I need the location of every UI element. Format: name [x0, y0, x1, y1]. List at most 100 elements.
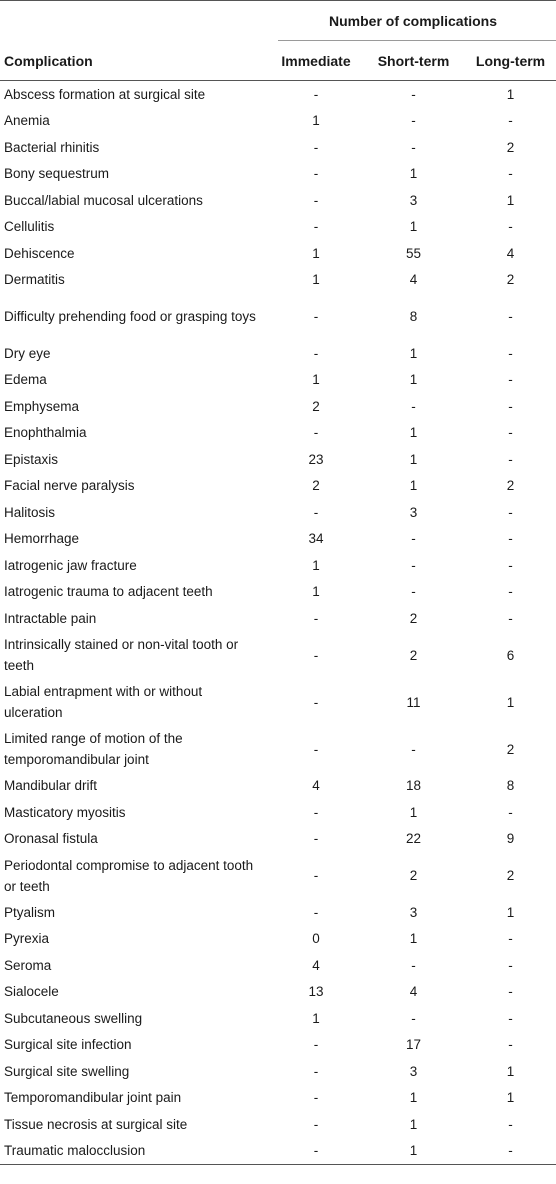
immediate-count-cell: -	[313, 831, 319, 847]
short-term-count-cell: -	[411, 741, 416, 757]
complication-name-cell: Seroma	[4, 957, 52, 973]
complication-name-cell: Epistaxis	[4, 451, 59, 467]
immediate-count-cell: -	[313, 694, 319, 710]
long-term-count-cell: -	[508, 345, 513, 361]
column-header-complication: Complication	[0, 41, 270, 81]
table-row: Surgical site infection - 17 -	[0, 1032, 556, 1059]
short-term-count-cell: 2	[409, 647, 418, 663]
short-term-count-cell: 3	[409, 192, 418, 208]
short-term-count-cell: -	[411, 139, 416, 155]
long-term-count-cell: 4	[506, 245, 515, 261]
immediate-count-cell: 1	[312, 245, 320, 261]
complication-name-cell: Labial entrapment with or without ulcera…	[4, 684, 203, 720]
long-term-count-cell: 2	[506, 741, 515, 757]
header-spacer	[0, 0, 270, 41]
short-term-count-cell: -	[411, 86, 416, 102]
long-term-count-cell: -	[508, 931, 513, 947]
complication-name-cell: Surgical site infection	[4, 1037, 132, 1053]
long-term-count-cell: -	[508, 531, 513, 547]
complication-name-cell: Hemorrhage	[4, 531, 80, 547]
complication-name-cell: Sialocele	[4, 984, 59, 1000]
column-header-short-term: Short-term	[362, 41, 465, 81]
short-term-count-cell: 11	[406, 694, 421, 710]
immediate-count-cell: -	[313, 904, 319, 920]
immediate-count-cell: -	[313, 1037, 319, 1053]
complication-name-cell: Anemia	[4, 113, 50, 129]
immediate-count-cell: -	[313, 219, 319, 235]
immediate-count-cell: -	[313, 86, 319, 102]
immediate-count-cell: 1	[312, 272, 320, 288]
complication-name-cell: Facial nerve paralysis	[4, 478, 135, 494]
complication-name-cell: Ptyalism	[4, 904, 56, 920]
complication-name-cell: Cellulitis	[4, 219, 55, 235]
immediate-count-cell: -	[313, 1063, 319, 1079]
long-term-count-cell: 1	[506, 192, 515, 208]
short-term-count-cell: 1	[409, 219, 418, 235]
table-row: Facial nerve paralysis 2 1 2	[0, 473, 556, 500]
long-term-count-cell: 1	[506, 1090, 515, 1106]
table-row: Periodontal compromise to adjacent tooth…	[0, 852, 556, 899]
immediate-count-cell: -	[313, 1116, 319, 1132]
table-row: Masticatory myositis - 1 -	[0, 799, 556, 826]
group-header-number-of-complications: Number of complications	[270, 0, 556, 41]
short-term-count-cell: 18	[405, 778, 422, 794]
table-body: Abscess formation at surgical site - -1 Ane…	[0, 81, 556, 1165]
immediate-count-cell: 1	[312, 584, 320, 600]
table-row: Cellulitis - 1 -	[0, 214, 556, 241]
complication-name-cell: Dermatitis	[4, 272, 65, 288]
long-term-count-cell: 2	[506, 272, 515, 288]
long-term-count-cell: 9	[506, 831, 515, 847]
table-row: Halitosis - 3 -	[0, 499, 556, 526]
immediate-count-cell: -	[313, 804, 319, 820]
table-row: Iatrogenic trauma to adjacent teeth 1 - -	[0, 579, 556, 606]
table-row: Mandibular drift 4 18 8	[0, 773, 556, 800]
table-row: Edema 1 1 -	[0, 367, 556, 394]
complication-name-cell: Halitosis	[4, 504, 56, 520]
long-term-count-cell: -	[508, 984, 513, 1000]
column-header-immediate: Immediate	[270, 41, 362, 81]
long-term-count-cell: -	[465, 1137, 556, 1165]
immediate-count-cell: -	[313, 610, 319, 626]
short-term-count-cell: -	[411, 584, 416, 600]
table-row: Labial entrapment with or without ulcera…	[0, 679, 556, 726]
short-term-count-cell: 3	[409, 904, 418, 920]
table-row: Sialocele 13 4 -	[0, 979, 556, 1006]
complication-name-cell: Traumatic malocclusion	[0, 1137, 270, 1165]
table-row: Tissue necrosis at surgical site - 1 -	[0, 1111, 556, 1138]
immediate-count-cell: 1	[312, 1010, 320, 1026]
immediate-count-cell: -	[313, 345, 319, 361]
complication-name-cell: Bony sequestrum	[4, 166, 110, 182]
short-term-count-cell: 22	[405, 831, 422, 847]
long-term-count-cell: -	[508, 957, 513, 973]
long-term-count-cell: -	[508, 309, 513, 324]
short-term-count-cell: 1	[409, 372, 418, 388]
immediate-count-cell: 2	[312, 478, 320, 494]
complication-name-cell: Dehiscence	[4, 245, 75, 261]
complication-name-cell: Emphysema	[4, 398, 80, 414]
table-row: Difficulty prehending food or grasping t…	[0, 293, 556, 340]
long-term-count-cell: 2	[506, 868, 515, 883]
short-term-count-cell: 1	[362, 1137, 465, 1165]
short-term-count-cell: 2	[409, 610, 418, 626]
long-term-count-cell: -	[508, 610, 513, 626]
immediate-count-cell: -	[313, 647, 319, 663]
complication-name-cell: Enophthalmia	[4, 425, 87, 441]
column-header-long-term: Long-term	[465, 41, 556, 81]
table-row: Intrinsically stained or non-vital tooth…	[0, 632, 556, 679]
long-term-count-cell: -	[508, 425, 513, 441]
long-term-count-cell: 2	[506, 478, 515, 494]
short-term-count-cell: 4	[409, 984, 418, 1000]
long-term-count-cell: -	[508, 804, 513, 820]
table-row: Surgical site swelling - 3 1	[0, 1058, 556, 1085]
long-term-count-cell: -	[508, 372, 513, 388]
short-term-count-cell: 55	[405, 245, 422, 261]
immediate-count-cell: -	[270, 1137, 362, 1165]
immediate-count-cell: -	[313, 425, 319, 441]
complication-name-cell: Masticatory myositis	[4, 804, 126, 820]
table-row: Temporomandibular joint pain - 1 1	[0, 1085, 556, 1112]
table-row: Seroma 4 - -	[0, 952, 556, 979]
complication-name-cell: Limited range of motion of the temporoma…	[4, 731, 183, 767]
immediate-count-cell: 1	[312, 113, 320, 129]
